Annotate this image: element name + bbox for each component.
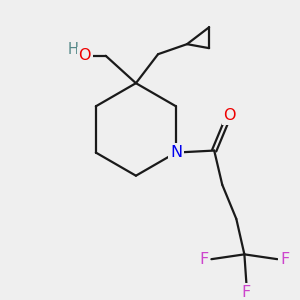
Text: F: F bbox=[242, 285, 251, 300]
Text: O: O bbox=[79, 48, 91, 63]
Text: F: F bbox=[200, 252, 209, 267]
Text: F: F bbox=[280, 252, 289, 267]
Text: N: N bbox=[170, 145, 182, 160]
Text: H: H bbox=[67, 42, 78, 57]
Text: O: O bbox=[223, 108, 236, 123]
